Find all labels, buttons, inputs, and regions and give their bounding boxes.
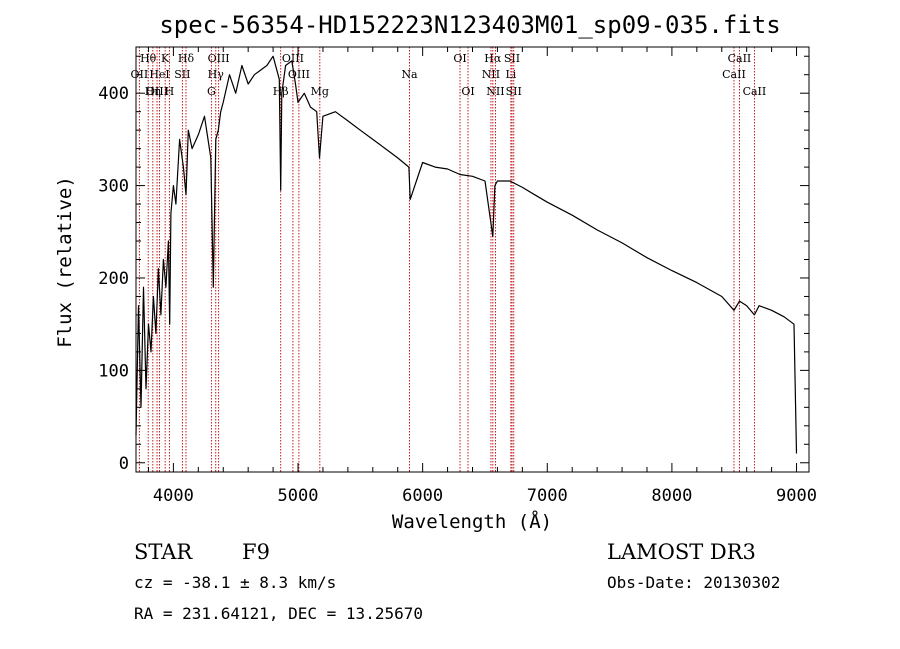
info-panel: STAR F9 LAMOST DR3 cz = -38.1 ± 8.3 km/s… — [134, 540, 780, 623]
y-tick-label: 400 — [98, 84, 129, 104]
line-marker-label: Hβ — [273, 85, 289, 98]
line-marker-label: Na — [401, 68, 418, 81]
y-tick-label: 200 — [98, 269, 129, 289]
line-marker-label: G — [207, 85, 216, 98]
axes: 4000 5000 6000 7000 8000 9000 0 100 200 300 400 — [98, 47, 817, 506]
x-tick-label: 6000 — [402, 486, 443, 506]
y-axis-label: Flux (relative) — [54, 176, 76, 348]
line-marker-label: OI — [453, 52, 466, 65]
x-tick-label: 8000 — [651, 486, 692, 506]
line-marker-label: SII — [174, 68, 190, 81]
line-marker-label: Hθ — [140, 52, 157, 65]
line-marker-label: OIII — [288, 68, 310, 81]
y-tick-label: 300 — [98, 177, 129, 197]
obs-date: Obs-Date: 20130302 — [607, 573, 780, 592]
object-class: STAR — [134, 540, 193, 564]
plot-frame — [135, 46, 810, 473]
line-marker-label: NII — [482, 68, 500, 81]
line-marker-label: OIII — [146, 85, 168, 98]
line-marker-label: OIII — [282, 52, 304, 65]
y-tick-label: 0 — [119, 454, 129, 474]
spectrum-line — [135, 55, 798, 454]
line-marker-label: CaII — [728, 52, 752, 65]
x-tick-label: 5000 — [278, 486, 319, 506]
x-tick-label: 7000 — [527, 486, 568, 506]
line-marker-label: CaII — [743, 85, 767, 98]
spectrum-layer — [135, 55, 798, 454]
redshift-readout: cz = -38.1 ± 8.3 km/s — [134, 573, 336, 592]
line-marker-label: Hη — [145, 85, 161, 98]
line-marker-label: K — [161, 52, 170, 65]
line-marker-label: SII — [506, 85, 522, 98]
chart-title: spec-56354-HD152223N123403M01_sp09-035.f… — [159, 11, 780, 39]
line-marker-label: OIII — [208, 52, 230, 65]
line-marker-label: H — [165, 85, 175, 98]
x-tick-label: 4000 — [153, 486, 194, 506]
subclass: F9 — [242, 540, 270, 564]
x-tick-label: 9000 — [776, 486, 817, 506]
survey-name: LAMOST DR3 — [607, 540, 756, 564]
line-marker-label: Mg — [311, 85, 329, 98]
line-marker-label: OI — [461, 85, 474, 98]
x-axis-label: Wavelength (Å) — [392, 510, 552, 533]
line-marker-label: NII — [486, 85, 504, 98]
line-marker-label: CaII — [722, 68, 746, 81]
line-marker-label: Hα — [484, 52, 502, 65]
line-marker-label: HeI — [149, 68, 169, 81]
line-marker-label: Hδ — [178, 52, 195, 65]
y-tick-label: 100 — [98, 361, 129, 381]
line-marker-label: Li — [505, 68, 516, 81]
line-marker-label: SII — [504, 52, 520, 65]
line-marker-label: Hγ — [208, 68, 225, 81]
coordinates: RA = 231.64121, DEC = 13.25670 — [134, 604, 423, 623]
